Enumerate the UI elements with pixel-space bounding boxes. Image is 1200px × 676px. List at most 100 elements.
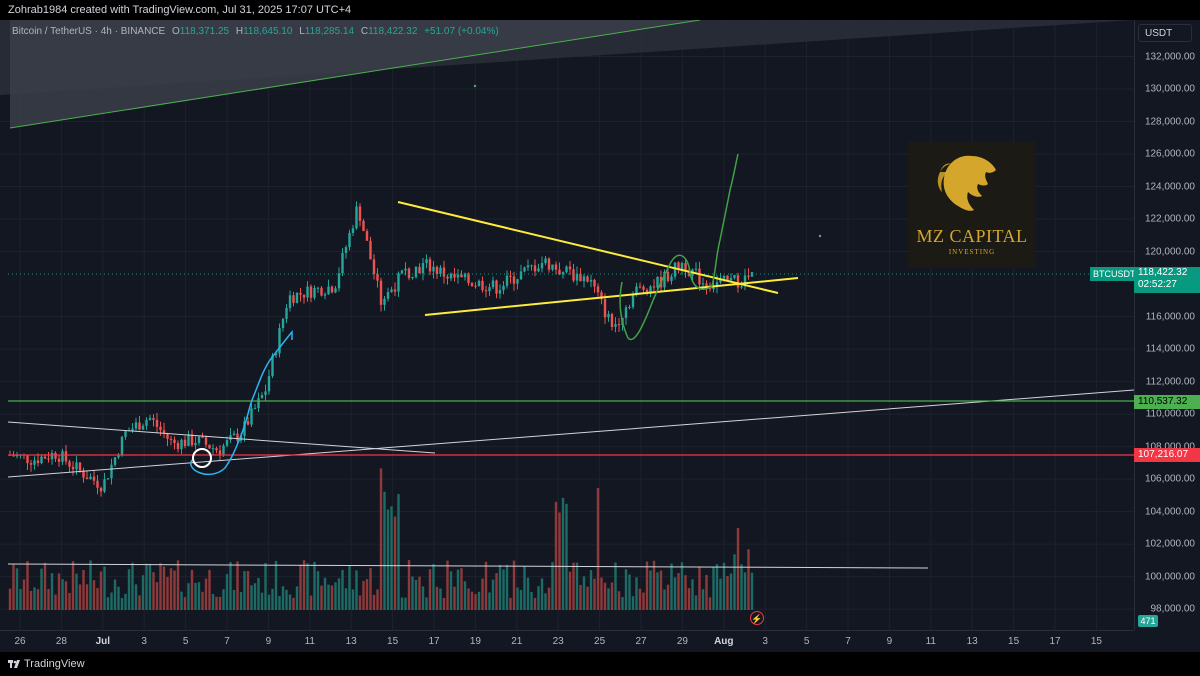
candle-body xyxy=(540,263,544,269)
volume-bar xyxy=(460,568,463,610)
candle-body xyxy=(656,276,659,288)
candle-body xyxy=(180,439,183,450)
candle-body xyxy=(334,288,337,293)
currency-selector-button[interactable]: USDT xyxy=(1138,24,1192,42)
volume-bar xyxy=(579,584,582,610)
lightning-alert-icon[interactable]: ⚡ xyxy=(750,611,764,625)
volume-bar xyxy=(575,562,579,610)
candle-body xyxy=(152,417,155,420)
volume-reference-line xyxy=(7,563,929,569)
candle-body xyxy=(544,258,547,264)
volume-bar xyxy=(64,581,68,610)
volume-bar xyxy=(467,588,470,610)
candle-body xyxy=(432,266,435,272)
volume-bar xyxy=(481,578,484,610)
volume-bar xyxy=(698,566,701,610)
candle-body xyxy=(610,314,614,327)
volume-bar xyxy=(323,577,327,610)
time-axis-label: 17 xyxy=(1049,636,1061,647)
volume-bar xyxy=(390,506,393,610)
time-axis[interactable]: 26 28 Jul 3 5 7 9 11 13 15 17 19 21 23 25 27 29 Aug 3 5 7 9 11… xyxy=(0,630,1134,652)
volume-bar xyxy=(341,569,344,610)
candle-body xyxy=(222,445,225,455)
volume-bar xyxy=(663,589,666,610)
candle-body xyxy=(628,307,631,309)
header-caption: Zohrab1984 created with TradingView.com,… xyxy=(0,0,1200,20)
volume-bar xyxy=(145,563,148,610)
volume-bar xyxy=(96,587,99,610)
volume-bar xyxy=(110,592,113,610)
candle-body xyxy=(603,299,607,318)
candle-body xyxy=(418,266,421,274)
candle-body xyxy=(264,391,267,396)
price-axis-label: 108,000.00 xyxy=(1144,441,1195,453)
volume-badge: 471 xyxy=(1138,615,1158,627)
volume-bar xyxy=(719,578,722,610)
candle-body xyxy=(663,271,666,288)
volume-bar xyxy=(649,570,652,610)
footer-bar: TradingView xyxy=(0,652,1200,676)
volume-bar xyxy=(572,562,575,610)
candle-body xyxy=(635,286,638,295)
symbol-info-bar[interactable]: Bitcoin / TetherUS · 4h · BINANCE O118,3… xyxy=(12,26,499,37)
volume-bar xyxy=(656,572,659,610)
candle-body xyxy=(337,273,341,289)
volume-bar xyxy=(19,589,22,610)
candle-body xyxy=(442,267,446,277)
candle-body xyxy=(43,456,47,459)
volume-bar xyxy=(43,562,47,610)
candle-body xyxy=(197,436,201,443)
candle-body xyxy=(449,273,453,279)
candle-body xyxy=(407,268,411,279)
volume-bar xyxy=(540,578,544,610)
symbol-title[interactable]: Bitcoin / TetherUS · 4h · BINANCE xyxy=(12,26,166,37)
chart-canvas[interactable] xyxy=(0,20,1200,652)
candle-body xyxy=(369,240,372,260)
volume-bar xyxy=(61,579,64,610)
ascending-trendline-white xyxy=(7,389,1135,478)
volume-bar xyxy=(334,582,337,610)
candle-body xyxy=(498,290,502,294)
open-label: O xyxy=(171,26,180,37)
volume-bar xyxy=(715,564,719,610)
candle-body xyxy=(232,433,236,436)
volume-bar xyxy=(330,585,334,610)
candle-body xyxy=(740,286,743,288)
open-value: 118,371.25 xyxy=(179,26,230,37)
volume-bar xyxy=(89,560,92,610)
price-axis[interactable]: 132,000.00 130,000.00 128,000.00 126,000.00… xyxy=(1134,20,1200,630)
volume-bar xyxy=(124,593,127,610)
candle-body xyxy=(68,461,71,467)
volume-bar xyxy=(281,586,285,610)
price-axis-label: 106,000.00 xyxy=(1144,473,1195,485)
candle-body xyxy=(320,287,323,296)
volume-bar xyxy=(603,582,607,610)
candle-body xyxy=(694,268,698,270)
time-axis-label: 21 xyxy=(511,636,523,647)
volume-bar xyxy=(162,566,166,610)
candle-body xyxy=(698,268,701,285)
volume-bar xyxy=(267,594,271,610)
candle-body xyxy=(397,273,400,292)
time-axis-label: 11 xyxy=(304,636,315,647)
candle-body xyxy=(138,422,141,430)
volume-bar xyxy=(411,576,414,610)
candle-body xyxy=(425,259,428,264)
high-label: H xyxy=(235,26,244,37)
candle-body xyxy=(586,276,589,282)
lion-icon xyxy=(937,155,996,211)
candle-body xyxy=(421,263,425,274)
volume-bar xyxy=(561,497,565,610)
chart-frame[interactable]: Bitcoin / TetherUS · 4h · BINANCE O118,3… xyxy=(0,20,1200,652)
volume-bar xyxy=(533,597,537,610)
volume-bar xyxy=(477,591,481,610)
time-axis-label: 13 xyxy=(345,636,357,647)
volume-bar xyxy=(351,589,355,610)
candle-body xyxy=(110,464,113,479)
candle-body xyxy=(376,274,379,281)
time-axis-label: 19 xyxy=(469,636,481,647)
candle-body xyxy=(383,298,386,305)
volume-bar xyxy=(183,597,187,610)
volume-bar xyxy=(607,588,610,610)
volume-bar xyxy=(393,516,397,610)
